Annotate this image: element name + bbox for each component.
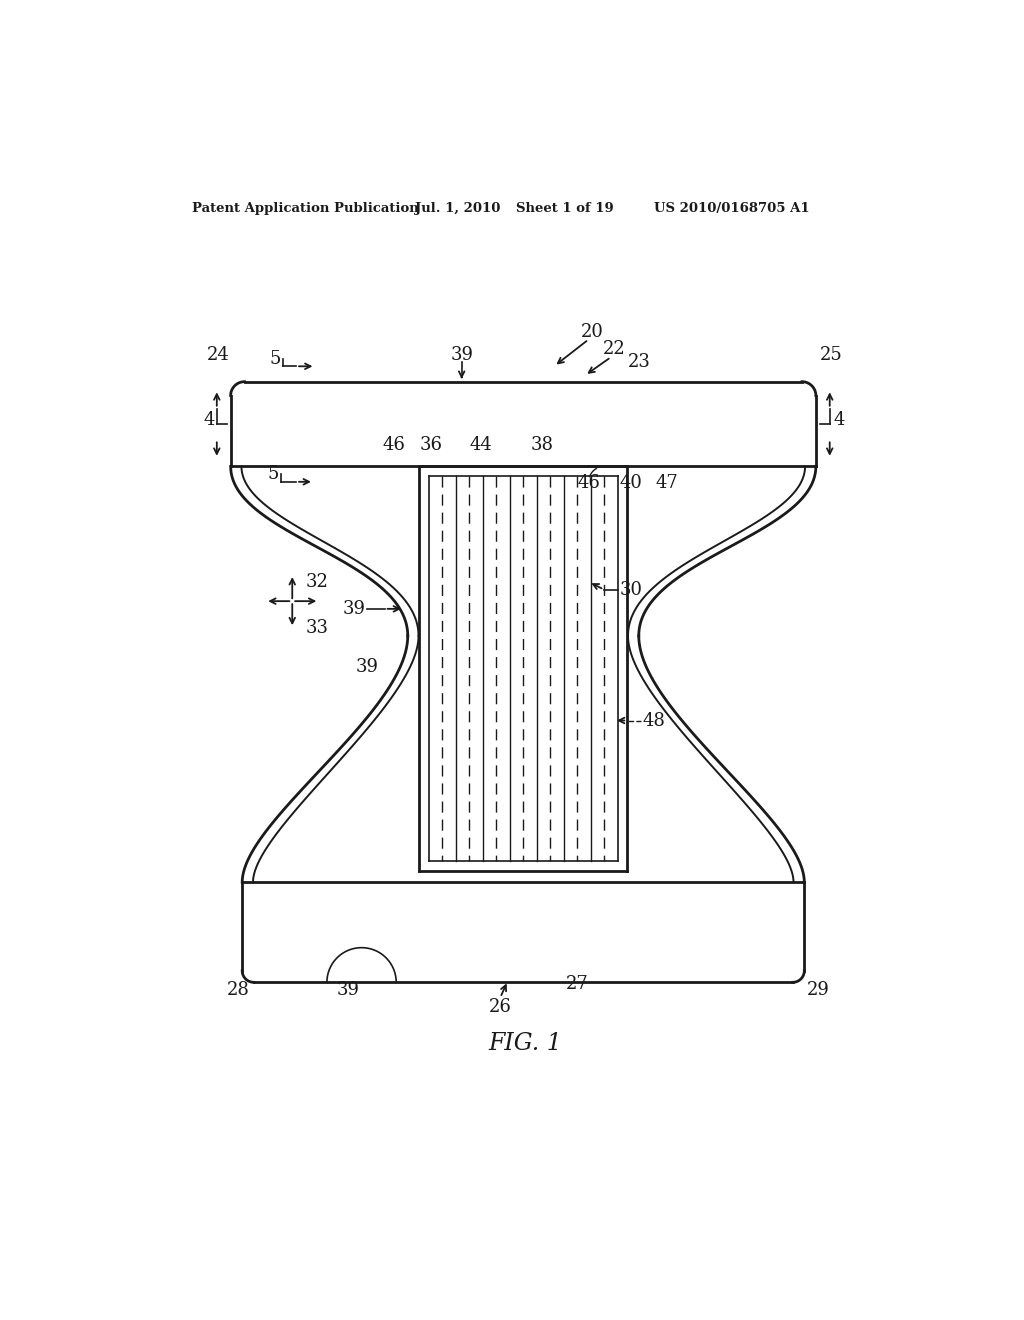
Text: 5: 5	[267, 465, 279, 483]
Text: 28: 28	[226, 981, 250, 999]
Text: 33: 33	[306, 619, 329, 638]
Text: 40: 40	[620, 474, 642, 492]
Text: 4: 4	[204, 412, 215, 429]
Text: 47: 47	[655, 474, 678, 492]
Text: FIG. 1: FIG. 1	[487, 1032, 562, 1056]
Text: 30: 30	[620, 581, 642, 598]
Text: 39: 39	[355, 657, 379, 676]
Text: 36: 36	[420, 436, 442, 454]
Text: 32: 32	[306, 573, 329, 591]
Text: US 2010/0168705 A1: US 2010/0168705 A1	[654, 202, 810, 215]
Text: 39: 39	[337, 981, 359, 999]
Text: 22: 22	[603, 341, 626, 358]
Text: 24: 24	[207, 346, 229, 364]
Text: 29: 29	[807, 981, 829, 999]
Text: 25: 25	[819, 346, 843, 364]
Text: 39: 39	[451, 346, 473, 364]
Text: Jul. 1, 2010: Jul. 1, 2010	[416, 202, 501, 215]
Text: 4: 4	[834, 412, 845, 429]
Text: 26: 26	[488, 998, 512, 1016]
Text: 5: 5	[269, 350, 281, 367]
Text: 23: 23	[628, 354, 650, 371]
Text: 46: 46	[578, 474, 600, 492]
Text: 27: 27	[565, 975, 589, 993]
Text: 38: 38	[531, 436, 554, 454]
Text: 46: 46	[382, 436, 406, 454]
Text: 20: 20	[582, 322, 604, 341]
Text: 48: 48	[643, 711, 666, 730]
Text: Sheet 1 of 19: Sheet 1 of 19	[515, 202, 613, 215]
Text: 39: 39	[342, 599, 366, 618]
Text: 44: 44	[470, 436, 493, 454]
Text: Patent Application Publication: Patent Application Publication	[193, 202, 419, 215]
